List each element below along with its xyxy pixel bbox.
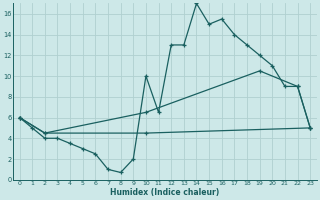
X-axis label: Humidex (Indice chaleur): Humidex (Indice chaleur) xyxy=(110,188,220,197)
